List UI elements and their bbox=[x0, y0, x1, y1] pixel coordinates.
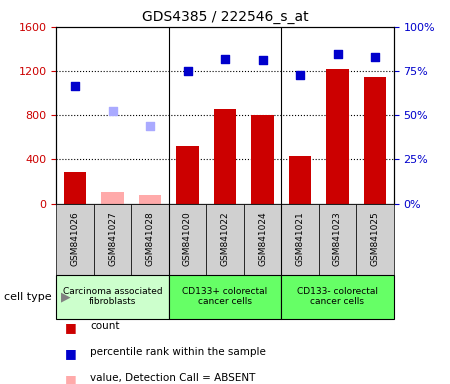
Bar bbox=[169, 275, 281, 319]
Bar bbox=[356, 204, 394, 275]
Text: GSM841020: GSM841020 bbox=[183, 212, 192, 266]
Text: GSM841024: GSM841024 bbox=[258, 212, 267, 266]
Bar bbox=[281, 275, 394, 319]
Bar bbox=[56, 204, 94, 275]
Text: CD133- colorectal
cancer cells: CD133- colorectal cancer cells bbox=[297, 287, 378, 306]
Text: Carcinoma associated
fibroblasts: Carcinoma associated fibroblasts bbox=[63, 287, 162, 306]
Bar bbox=[94, 204, 131, 275]
Point bbox=[72, 83, 79, 89]
Bar bbox=[139, 195, 161, 204]
Text: cell type: cell type bbox=[4, 291, 52, 302]
Text: ■: ■ bbox=[65, 321, 77, 334]
Bar bbox=[214, 109, 236, 204]
Text: ■: ■ bbox=[65, 347, 77, 360]
Text: ■: ■ bbox=[65, 373, 77, 384]
Bar bbox=[56, 275, 169, 319]
Bar bbox=[176, 146, 199, 204]
Bar bbox=[64, 172, 86, 204]
Text: GSM841026: GSM841026 bbox=[71, 212, 80, 266]
Bar bbox=[169, 204, 206, 275]
Bar bbox=[244, 204, 281, 275]
Text: GSM841023: GSM841023 bbox=[333, 212, 342, 266]
Point bbox=[221, 56, 229, 62]
Title: GDS4385 / 222546_s_at: GDS4385 / 222546_s_at bbox=[142, 10, 308, 25]
Text: value, Detection Call = ABSENT: value, Detection Call = ABSENT bbox=[90, 373, 256, 383]
Text: GSM841028: GSM841028 bbox=[145, 212, 154, 266]
Point bbox=[184, 68, 191, 74]
Point bbox=[146, 123, 153, 129]
Point bbox=[334, 51, 341, 58]
Bar bbox=[281, 204, 319, 275]
Bar bbox=[326, 69, 349, 204]
Text: GSM841022: GSM841022 bbox=[220, 212, 230, 266]
Text: GSM841025: GSM841025 bbox=[370, 212, 379, 266]
Text: percentile rank within the sample: percentile rank within the sample bbox=[90, 347, 266, 357]
Bar bbox=[364, 76, 386, 204]
Text: GSM841021: GSM841021 bbox=[296, 212, 305, 266]
Text: ▶: ▶ bbox=[61, 290, 70, 303]
Text: GSM841027: GSM841027 bbox=[108, 212, 117, 266]
Bar bbox=[131, 204, 169, 275]
Text: CD133+ colorectal
cancer cells: CD133+ colorectal cancer cells bbox=[182, 287, 268, 306]
Bar bbox=[251, 115, 274, 204]
Text: count: count bbox=[90, 321, 120, 331]
Point bbox=[297, 73, 304, 79]
Point bbox=[109, 108, 116, 114]
Point bbox=[259, 57, 266, 63]
Point bbox=[371, 54, 378, 60]
Bar bbox=[289, 156, 311, 204]
Bar bbox=[319, 204, 356, 275]
Bar bbox=[206, 204, 244, 275]
Bar bbox=[101, 192, 124, 204]
